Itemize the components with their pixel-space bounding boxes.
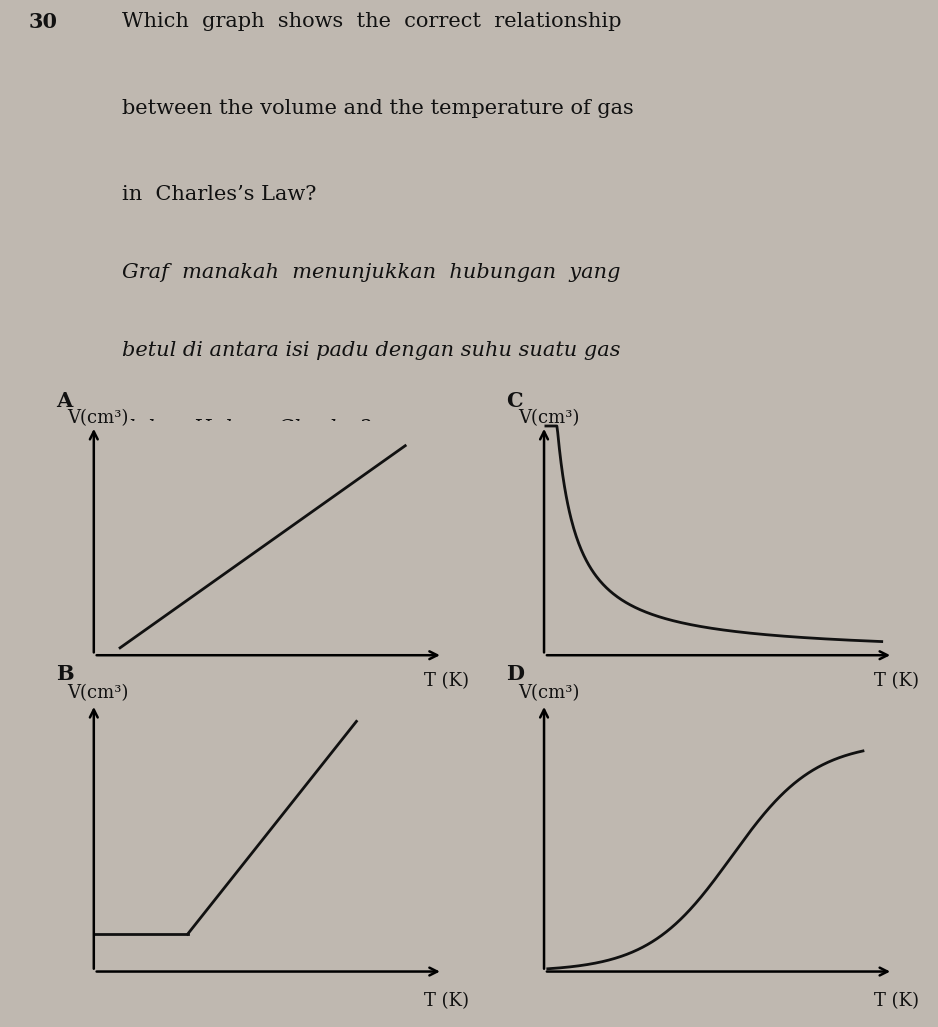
Text: C: C [507, 391, 523, 412]
Text: V(cm³): V(cm³) [68, 409, 129, 427]
Text: T (K): T (K) [874, 992, 919, 1010]
Text: V(cm³): V(cm³) [518, 409, 579, 427]
Text: A: A [56, 391, 72, 412]
Text: between the volume and the temperature of gas: between the volume and the temperature o… [122, 99, 634, 118]
Text: V(cm³): V(cm³) [518, 684, 579, 702]
Text: B: B [56, 663, 74, 684]
Text: D: D [507, 663, 524, 684]
Text: Which  graph  shows  the  correct  relationship: Which graph shows the correct relationsh… [122, 12, 622, 32]
Text: betul di antara isi padu dengan suhu suatu gas: betul di antara isi padu dengan suhu sua… [122, 341, 620, 360]
Text: Graf  manakah  menunjukkan  hubungan  yang: Graf manakah menunjukkan hubungan yang [122, 263, 620, 282]
Text: T (K): T (K) [424, 992, 469, 1010]
Text: T (K): T (K) [874, 673, 919, 690]
Text: T (K): T (K) [424, 673, 469, 690]
Text: dalam Hukum Charles?: dalam Hukum Charles? [122, 419, 371, 439]
Text: 30: 30 [28, 12, 57, 32]
Text: V(cm³): V(cm³) [68, 684, 129, 702]
Text: in  Charles’s Law?: in Charles’s Law? [122, 185, 316, 204]
